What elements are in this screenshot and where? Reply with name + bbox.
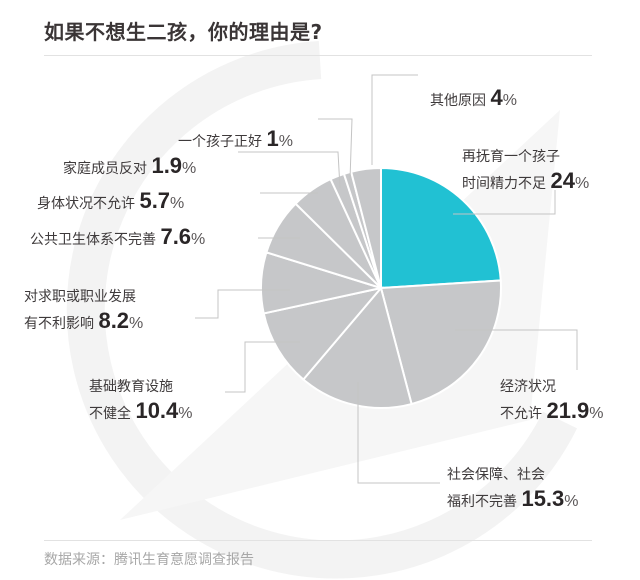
percent-sign: % [178,405,193,422]
label-value: 7.6 [160,224,192,249]
label-value: 1 [266,126,279,151]
label-value: 8.2 [98,308,130,333]
leader-line [357,382,440,484]
pie-slice [349,166,382,289]
leader-line [455,329,578,370]
label-economy: 经济状况 不允许 21.9% [500,376,604,426]
label-line2: 不允许 [500,406,542,422]
label-value: 1.9 [151,153,183,178]
label-line2: 公共卫生体系不完善 [30,232,156,248]
label-value: 15.3 [521,486,565,511]
pie-slice [379,279,502,406]
percent-sign: % [170,195,185,212]
percent-sign: % [278,133,293,150]
label-line2: 其他原因 [430,93,486,109]
label-line1: 经济状况 [500,379,556,395]
pie-slice [380,166,502,290]
label-line2: 福利不完善 [447,494,517,510]
leader-line [195,289,290,319]
percent-sign: % [191,231,206,248]
label-value: 21.9 [546,398,590,423]
label-public-health: 公共卫生体系不完善 7.6% [30,225,205,252]
percent-sign: % [574,175,590,192]
label-line1: 再抚育一个孩子 [462,149,560,165]
leader-line [453,190,556,215]
label-career: 对求职或职业发展 有不利影响 8.2% [24,286,143,336]
label-value: 5.7 [139,188,171,213]
label-line1: 基础教育设施 [89,379,173,395]
leader-line [318,118,353,181]
data-source: 数据来源：腾讯生育意愿调查报告 [44,552,254,568]
label-line1: 社会保障、社会 [447,467,545,483]
title-divider [44,55,592,56]
label-value: 10.4 [135,398,179,423]
label-line2: 家庭成员反对 [63,161,147,177]
label-value: 24 [550,168,575,193]
label-line2: 不健全 [89,406,131,422]
chart-title: 如果不想生二孩，你的理由是? [44,20,323,44]
label-line2: 一个孩子正好 [178,134,262,150]
percent-sign: % [589,405,604,422]
label-health: 身体状况不允许 5.7% [37,189,184,216]
pie-slice [301,285,413,409]
percent-sign: % [502,92,517,109]
leader-line [238,151,341,189]
label-line2: 时间精力不足 [462,176,546,192]
label-line1: 对求职或职业发展 [24,289,136,305]
leader-line [371,74,418,165]
label-line2: 有不利影响 [24,316,94,332]
label-line2: 身体状况不允许 [37,196,135,212]
label-education: 基础教育设施 不健全 10.4% [89,376,193,426]
label-social-security: 社会保障、社会 福利不完善 15.3% [447,464,579,514]
percent-sign: % [182,160,197,177]
label-one-child-enough: 一个孩子正好 1% [178,127,293,154]
footer-divider [44,540,592,541]
percent-sign: % [129,315,144,332]
label-family-opposition: 家庭成员反对 1.9% [63,154,196,181]
percent-sign: % [564,493,579,510]
label-other: 其他原因 4% [430,86,517,113]
leader-line [225,341,300,393]
label-value: 4 [490,85,503,110]
label-time-energy: 再抚育一个孩子 时间精力不足 24% [462,146,589,196]
pie-slice [262,286,384,381]
